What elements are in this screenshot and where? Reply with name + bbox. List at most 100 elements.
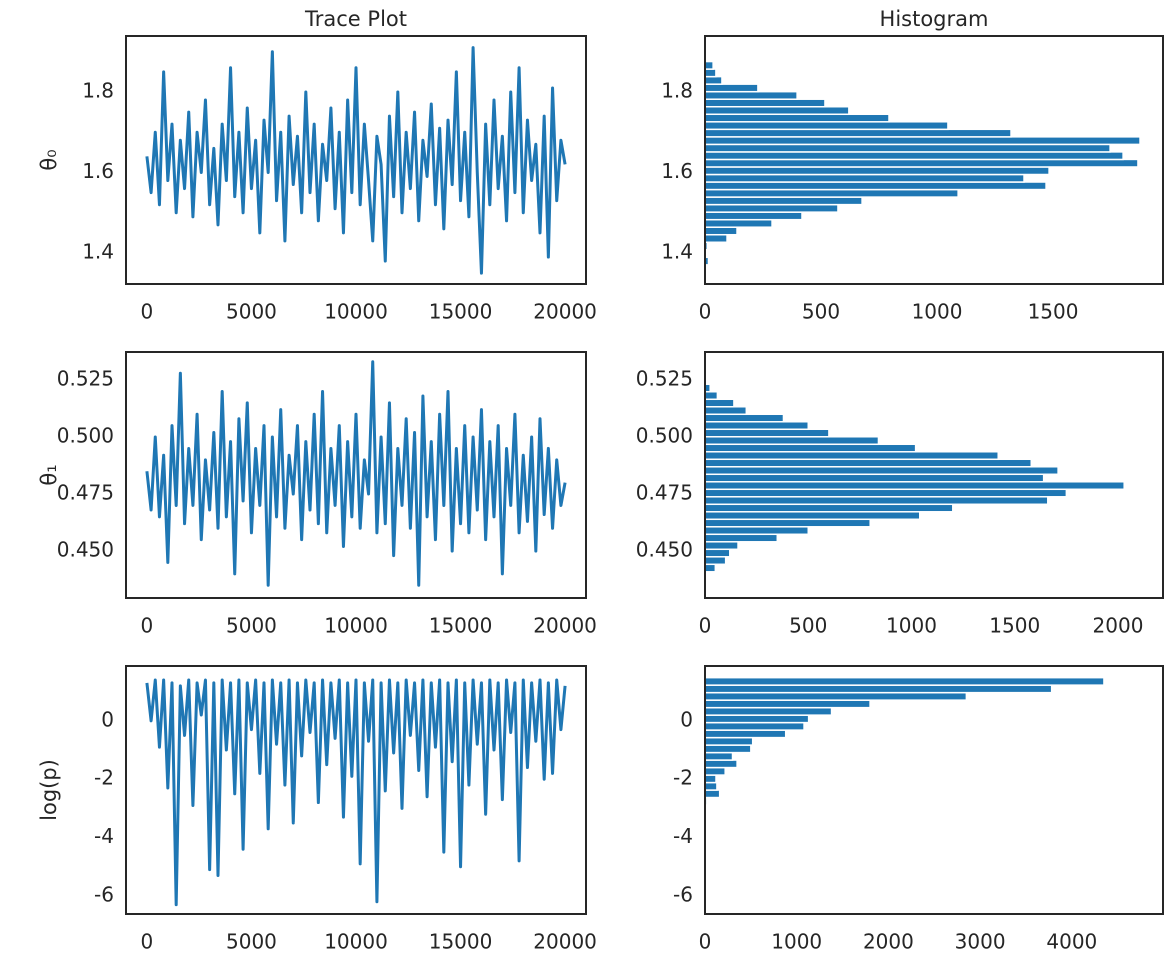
x-tick-label: 2000 xyxy=(1093,614,1144,638)
axes-frame xyxy=(704,665,1164,915)
histogram-bar xyxy=(704,511,921,521)
x-tick-label: 0 xyxy=(141,930,154,954)
y-tick-label: 0.500 xyxy=(57,424,114,448)
y-tick-label: -4 xyxy=(94,824,114,848)
histogram-bar xyxy=(704,398,735,408)
x-tick-label: 500 xyxy=(789,614,827,638)
histogram-bar xyxy=(704,774,717,784)
y-tick-label: 1.4 xyxy=(82,240,114,264)
x-tick-label: 0 xyxy=(141,300,154,324)
histogram-bar xyxy=(704,218,773,228)
histogram-bar xyxy=(704,406,748,416)
histogram-bar xyxy=(704,428,830,438)
histogram-bar xyxy=(704,518,871,528)
y-tick-label: -4 xyxy=(673,824,693,848)
histogram-bar xyxy=(704,503,954,513)
x-tick-label: 1000 xyxy=(912,300,963,324)
x-tick-label: 0 xyxy=(141,614,154,638)
histogram-bar xyxy=(704,158,1139,168)
y-tick-label: 1.8 xyxy=(82,78,114,102)
histogram-bar xyxy=(704,684,1053,694)
y-tick-label: 0.525 xyxy=(57,367,114,391)
histogram-bar xyxy=(704,173,1025,183)
trace-line xyxy=(145,360,567,587)
x-tick-label: 20000 xyxy=(533,614,597,638)
histogram-bar xyxy=(704,481,1125,491)
histogram-bar xyxy=(704,496,1049,506)
histogram-bar xyxy=(704,706,833,716)
histogram-bar xyxy=(704,736,754,746)
y-tick-label: 0.450 xyxy=(57,538,114,562)
axes-frame xyxy=(125,351,587,599)
x-tick-label: 10000 xyxy=(324,300,388,324)
histogram-bar xyxy=(704,105,850,116)
histogram-bar xyxy=(704,121,949,131)
subplot: -6 -4 -2 0 0 1000 2000 3000 4000 xyxy=(673,665,1164,954)
x-tick-label: 2000 xyxy=(863,930,914,954)
histogram-bar xyxy=(704,391,719,401)
x-tick-label: 4000 xyxy=(1046,930,1097,954)
histogram-bar xyxy=(704,691,968,701)
x-tick-label: 5000 xyxy=(226,930,277,954)
histogram-bar xyxy=(704,436,880,446)
subplot: log(p) -6 -4 -2 0 0 5000 10000 15000 20000 xyxy=(37,665,597,954)
subplot: Histogram 1.4 1.6 1.8 0 500 1000 1500 xyxy=(661,7,1164,324)
histogram-bar xyxy=(704,233,728,244)
histogram-bar xyxy=(704,676,1105,686)
trace-line xyxy=(145,678,567,907)
axes-frame xyxy=(125,665,587,915)
subplot: Trace Plot θ₀ 1.4 1.6 1.8 0 5000 10000 15000 2000… xyxy=(37,7,597,324)
x-tick-label: 20000 xyxy=(533,300,597,324)
y-tick-label: 1.4 xyxy=(661,240,693,264)
histogram-bar xyxy=(704,166,1050,176)
histogram-bar xyxy=(704,548,731,558)
histogram-bar xyxy=(704,211,803,221)
y-tick-label: 0.475 xyxy=(57,481,114,505)
y-tick-label: 0 xyxy=(680,707,693,731)
histogram-bar xyxy=(704,789,721,799)
histogram-bar xyxy=(704,781,718,791)
x-tick-label: 0 xyxy=(699,614,712,638)
x-tick-label: 1500 xyxy=(1028,300,1079,324)
y-tick-label: 0.525 xyxy=(636,367,693,391)
y-axis-label: θ₁ xyxy=(37,464,61,485)
histogram-bar xyxy=(704,143,1111,153)
histogram-bar xyxy=(704,75,723,85)
x-tick-label: 0 xyxy=(699,930,712,954)
y-tick-label: 1.6 xyxy=(661,159,693,183)
x-tick-label: 10000 xyxy=(324,614,388,638)
histogram-bar xyxy=(704,451,999,461)
histogram-bar xyxy=(704,83,759,93)
y-tick-label: 0 xyxy=(101,707,114,731)
y-axis-label: log(p) xyxy=(37,759,61,821)
x-tick-label: 20000 xyxy=(533,930,597,954)
x-tick-label: 1000 xyxy=(886,614,937,638)
histogram-bar xyxy=(704,196,863,206)
y-tick-label: 1.6 xyxy=(82,159,114,183)
y-axis-label: θ₀ xyxy=(37,149,61,170)
histogram-bar xyxy=(704,113,890,123)
axes-frame xyxy=(704,351,1164,599)
histogram-bar xyxy=(704,699,871,709)
y-tick-label: -6 xyxy=(673,882,693,906)
histogram-bar xyxy=(704,541,739,551)
histogram-bar xyxy=(704,90,798,100)
x-tick-label: 3000 xyxy=(955,930,1006,954)
histogram-bar xyxy=(704,458,1033,468)
histogram-bar xyxy=(704,136,1141,146)
y-tick-label: -2 xyxy=(94,766,114,790)
subplot: 0.450 0.475 0.500 0.525 0 500 1000 1500 2000 xyxy=(636,351,1164,638)
x-tick-label: 500 xyxy=(802,300,840,324)
histogram-bar xyxy=(704,714,810,724)
y-tick-label: 0.500 xyxy=(636,424,693,448)
y-tick-label: -6 xyxy=(94,882,114,906)
histogram-bar xyxy=(704,188,959,198)
histogram-bar xyxy=(704,556,727,566)
y-tick-label: 0.450 xyxy=(636,538,693,562)
histogram-bar xyxy=(704,98,826,108)
histogram-bar xyxy=(704,421,809,431)
histogram-bar xyxy=(704,181,1047,191)
histogram-bar xyxy=(704,526,809,536)
histogram-bar xyxy=(704,443,917,453)
histogram-bar xyxy=(704,60,714,70)
